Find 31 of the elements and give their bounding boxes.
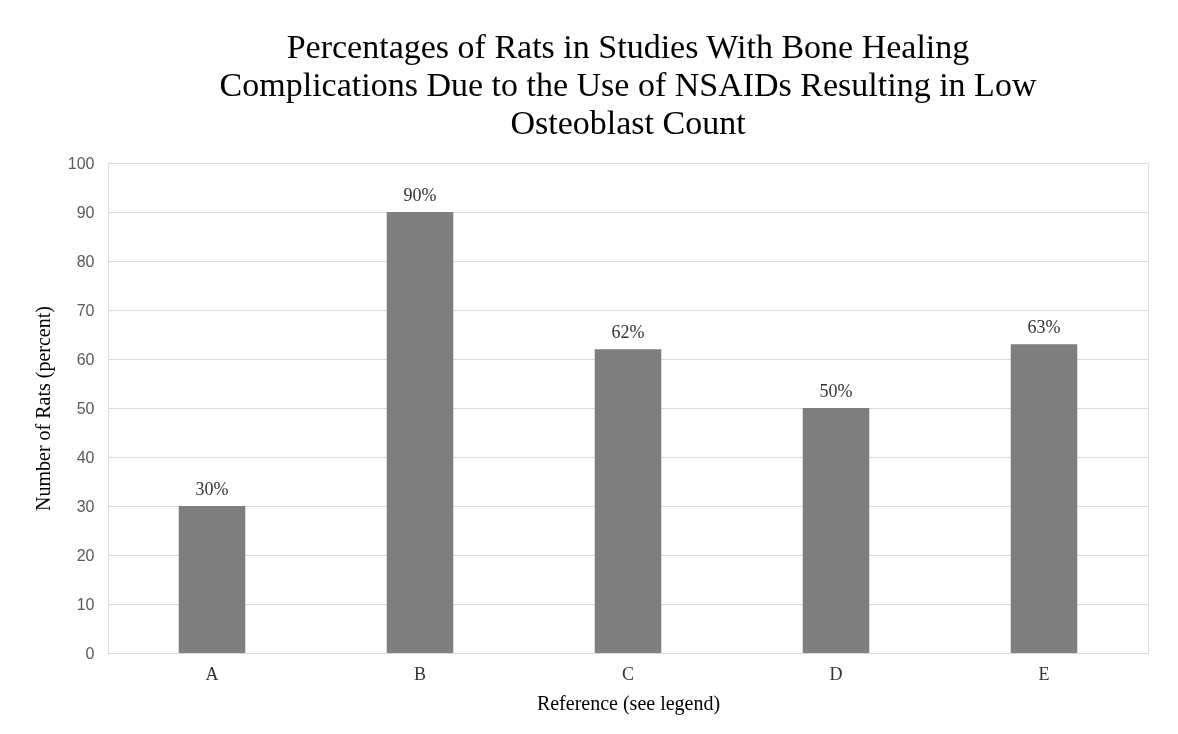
data-label: 30% xyxy=(195,479,229,499)
y-tick-label: 70 xyxy=(76,301,95,319)
text: Percentages of Rats in Studies With Bone Healing xyxy=(286,28,970,65)
x-tick-label: D xyxy=(829,663,843,684)
x-tick-label: C xyxy=(621,663,635,684)
x-tick-label: A xyxy=(205,663,219,684)
x-tick-label: E xyxy=(1038,663,1050,684)
x-axis-title: Reference (see legend) xyxy=(536,691,721,715)
y-tick-label: 90 xyxy=(76,203,95,221)
bar xyxy=(802,408,870,653)
y-tick-label: 50 xyxy=(76,399,95,417)
bar xyxy=(178,506,246,653)
data-label: 50% xyxy=(819,381,853,401)
text: Complications Due to the Use of NSAIDs Resulting in Low xyxy=(219,66,1037,103)
y-tick-label: 40 xyxy=(76,448,95,466)
y-axis-title: Number of Rats (percent) xyxy=(31,306,55,511)
y-tick-label: 30 xyxy=(76,497,95,515)
data-label: 90% xyxy=(403,185,437,205)
y-tick-label: 80 xyxy=(76,252,95,270)
x-tick-label: B xyxy=(413,663,427,684)
y-tick-label: 100 xyxy=(67,154,95,172)
bar xyxy=(1010,344,1078,653)
y-tick-label: 10 xyxy=(76,595,95,613)
data-label: 62% xyxy=(611,322,645,343)
y-tick-label: 20 xyxy=(76,546,95,564)
data-label: 63% xyxy=(1027,317,1061,338)
y-tick-label: 60 xyxy=(76,350,95,368)
y-tick-label: 0 xyxy=(85,644,95,662)
bar xyxy=(594,349,662,653)
bar xyxy=(386,212,454,653)
text: Osteoblast Count xyxy=(510,104,746,141)
